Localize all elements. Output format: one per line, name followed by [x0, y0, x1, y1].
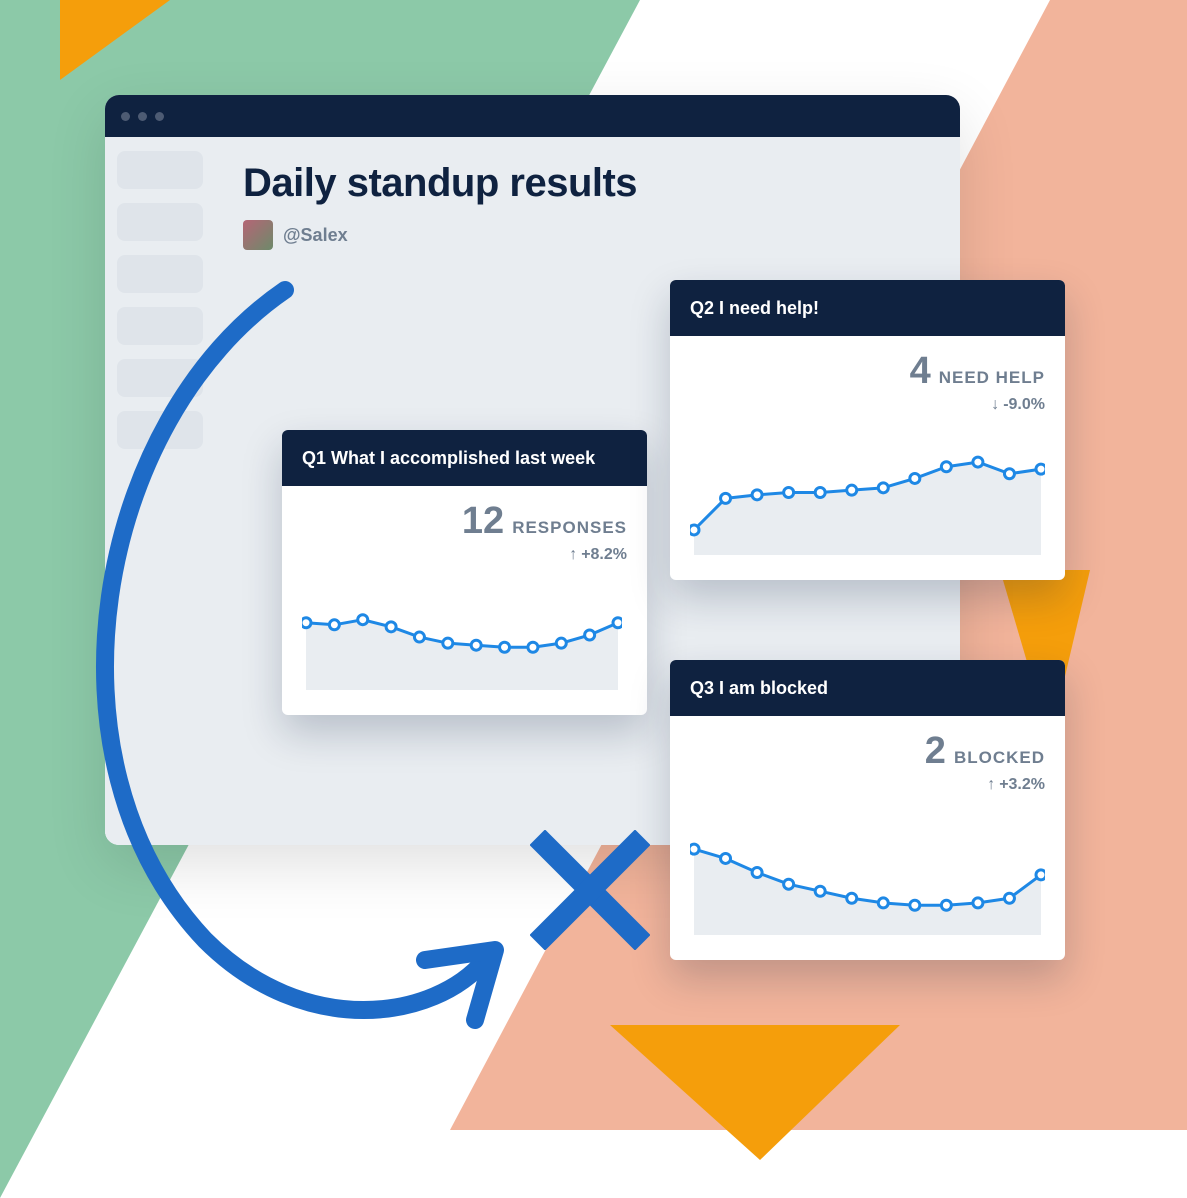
delta-row: ↑ +8.2%: [302, 546, 627, 564]
sidebar-item[interactable]: [117, 307, 203, 345]
card-header: Q1 What I accomplished last week: [282, 430, 647, 486]
sparkline-chart: [690, 430, 1045, 560]
sparkline-chart: [302, 580, 627, 695]
stat-label: NEED HELP: [939, 368, 1045, 388]
delta-value: +3.2%: [999, 776, 1045, 794]
card-q3[interactable]: Q3 I am blocked 2 BLOCKED ↑ +3.2%: [670, 660, 1065, 960]
avatar[interactable]: [243, 220, 273, 250]
card-header: Q2 I need help!: [670, 280, 1065, 336]
stat-row: 2 BLOCKED: [690, 732, 1045, 770]
window-dot-icon: [138, 112, 147, 121]
sparkline-chart: [690, 810, 1045, 940]
stat-row: 4 NEED HELP: [690, 352, 1045, 390]
delta-value: -9.0%: [1003, 396, 1045, 414]
sidebar-item[interactable]: [117, 411, 203, 449]
card-q1[interactable]: Q1 What I accomplished last week 12 RESP…: [282, 430, 647, 715]
arrow-up-icon: ↑: [569, 546, 577, 564]
card-q2[interactable]: Q2 I need help! 4 NEED HELP ↓ -9.0%: [670, 280, 1065, 580]
card-header: Q3 I am blocked: [670, 660, 1065, 716]
window-titlebar: [105, 95, 960, 137]
stat-number: 4: [910, 352, 931, 390]
delta-value: +8.2%: [581, 546, 627, 564]
author-row: @Salex: [243, 220, 932, 250]
stat-row: 12 RESPONSES: [302, 502, 627, 540]
arrow-up-icon: ↑: [987, 776, 995, 794]
stat-number: 12: [462, 502, 504, 540]
sidebar: [105, 137, 215, 845]
delta-row: ↑ +3.2%: [690, 776, 1045, 794]
sidebar-item[interactable]: [117, 151, 203, 189]
sidebar-item[interactable]: [117, 359, 203, 397]
arrow-down-icon: ↓: [991, 396, 999, 414]
author-handle[interactable]: @Salex: [283, 225, 348, 246]
window-dot-icon: [121, 112, 130, 121]
stat-label: RESPONSES: [512, 518, 627, 538]
stat-label: BLOCKED: [954, 748, 1045, 768]
sidebar-item[interactable]: [117, 203, 203, 241]
sidebar-item[interactable]: [117, 255, 203, 293]
delta-row: ↓ -9.0%: [690, 396, 1045, 414]
stat-number: 2: [925, 732, 946, 770]
page-title: Daily standup results: [243, 161, 932, 206]
window-dot-icon: [155, 112, 164, 121]
